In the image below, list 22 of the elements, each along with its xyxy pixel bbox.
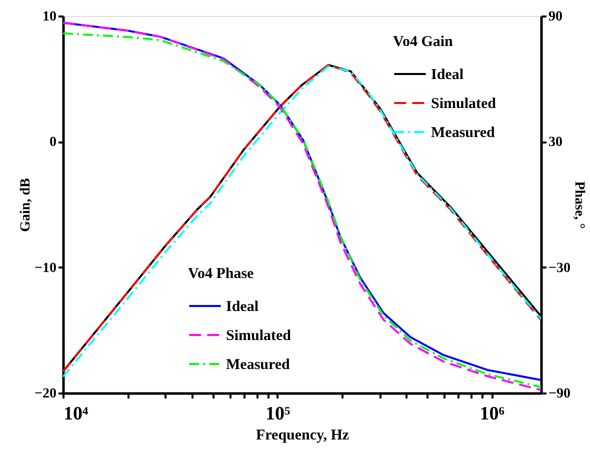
legend-label: Simulated <box>431 96 497 112</box>
y-tick-label: 10 <box>42 10 56 24</box>
y-axis-title: Gain, dB <box>18 178 34 232</box>
y2-tick-label: −90 <box>548 386 570 402</box>
x-tick-label: 10⁶ <box>480 404 505 424</box>
legend-label: Measured <box>431 125 496 141</box>
legend-label: Simulated <box>226 328 292 344</box>
y2-tick-label: 90 <box>548 10 562 24</box>
y2-tick-label: −30 <box>548 260 570 276</box>
x-axis-title: Frequency, Hz <box>256 428 350 444</box>
y-tick-label: −20 <box>34 386 56 402</box>
legend-label: Ideal <box>226 299 259 315</box>
legend-label: Ideal <box>431 67 464 83</box>
x-tick-label: 10⁴ <box>64 404 88 424</box>
y-tick-label: 0 <box>50 135 56 150</box>
text: Vo4 Gain <box>393 34 453 50</box>
text: Vo4 Phase <box>188 266 254 282</box>
y2-tick-label: 30 <box>548 135 562 150</box>
y2-axis-title: Phase, ° <box>571 181 586 229</box>
x-tick-label: 10⁵ <box>265 404 290 424</box>
y-tick-label: −10 <box>34 260 56 276</box>
legend-label: Measured <box>226 357 291 373</box>
